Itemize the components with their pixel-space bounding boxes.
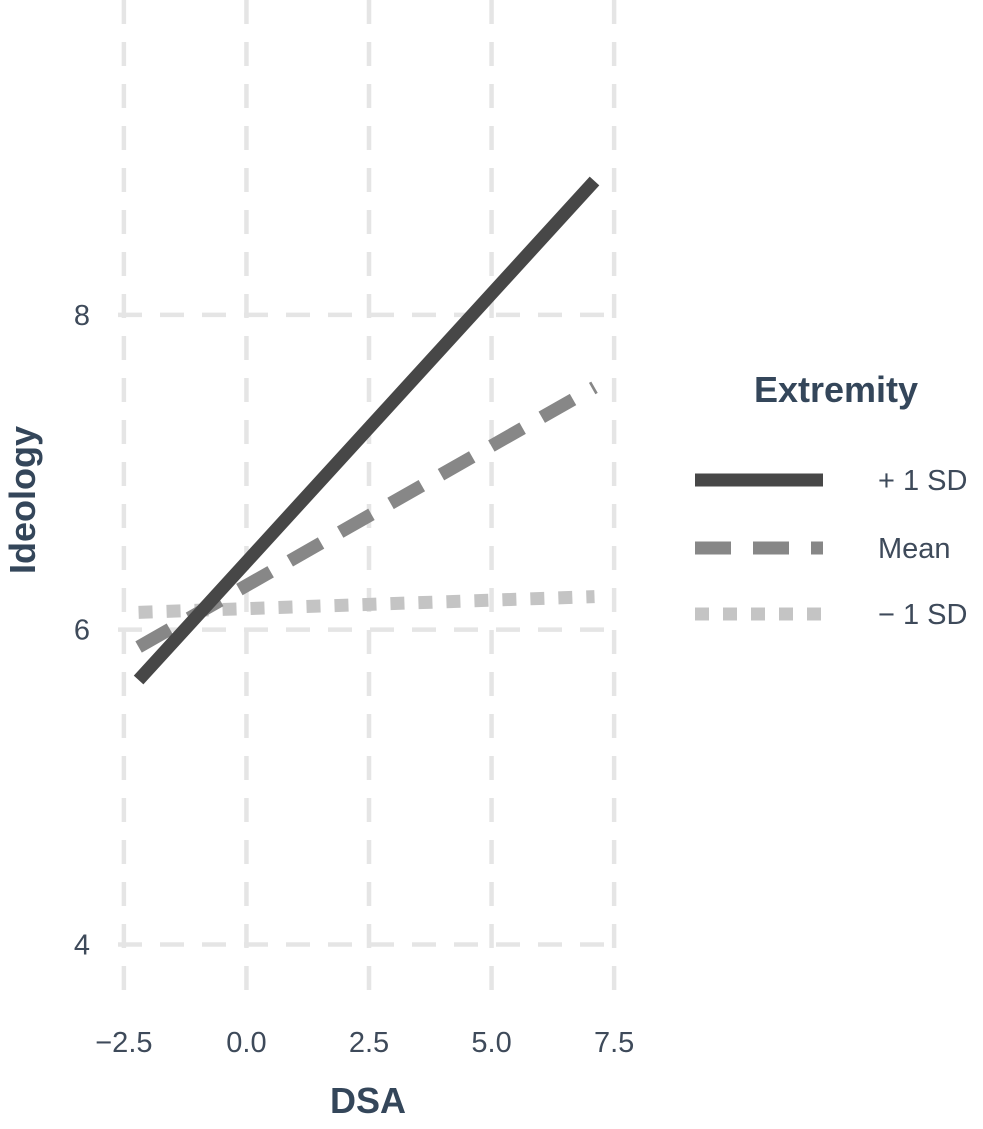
y-tick-label: 4 (74, 929, 90, 961)
y-tick-label: 6 (74, 615, 90, 647)
legend-title: Extremity (754, 369, 918, 410)
x-axis-title: DSA (330, 1080, 406, 1121)
series-lines (133, 176, 600, 685)
legend-label: Mean (878, 533, 951, 565)
series-line (133, 176, 600, 685)
x-tick-label: 2.5 (349, 1027, 389, 1059)
series-line (138, 590, 595, 619)
y-tick-label: 8 (74, 300, 90, 332)
legend: Extremity + 1 SD Mean − 1 SD (695, 369, 967, 631)
x-tick-label: 0.0 (226, 1027, 266, 1059)
legend-label: − 1 SD (878, 599, 967, 631)
x-tick-label: 5.0 (471, 1027, 511, 1059)
grid-lines (118, 0, 620, 998)
y-tick-labels: 4 6 8 (74, 300, 90, 962)
x-tick-label: −2.5 (95, 1027, 152, 1059)
y-axis-title: Ideology (2, 426, 43, 574)
legend-label: + 1 SD (878, 465, 967, 497)
x-tick-labels: −2.5 0.0 2.5 5.0 7.5 (95, 1027, 634, 1059)
x-tick-label: 7.5 (594, 1027, 634, 1059)
